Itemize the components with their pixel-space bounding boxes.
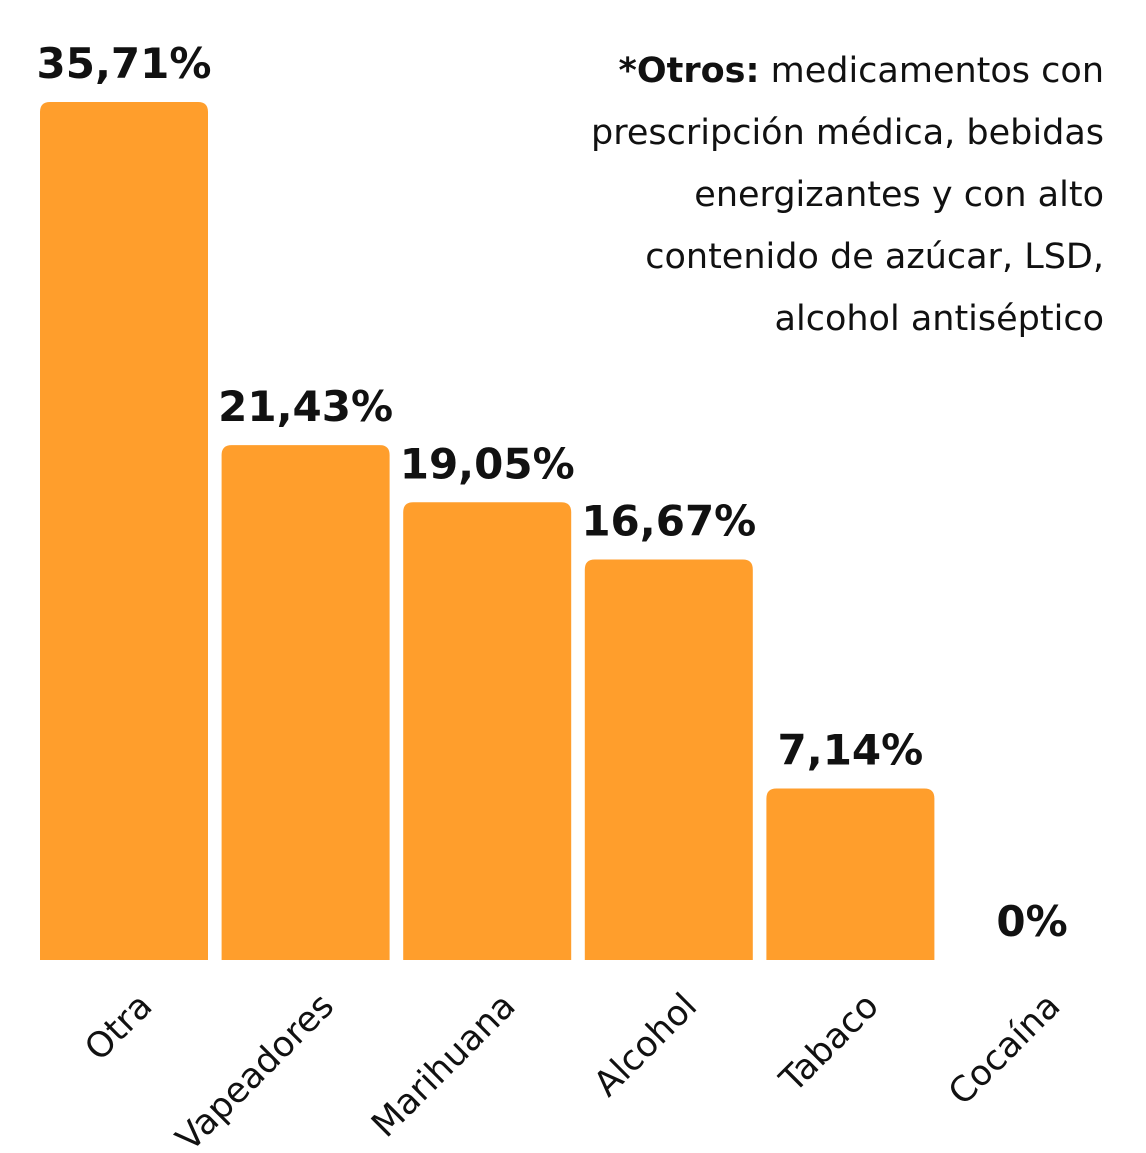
value-label-alcohol: 16,67% [581, 496, 756, 545]
footnote-otros: *Otros: medicamentos con prescripción mé… [544, 40, 1104, 350]
category-label-cocaina: Cocaína [941, 986, 1068, 1113]
category-label-otra: Otra [78, 986, 161, 1069]
footnote-text: medicamentos con prescripción médica, be… [591, 51, 1104, 339]
bar-marihuana [403, 502, 572, 960]
value-label-vapeadores: 21,43% [218, 382, 393, 431]
category-label-tabaco: Tabaco [772, 986, 887, 1101]
category-label-marihuana: Marihuana [364, 986, 523, 1145]
value-label-marihuana: 19,05% [400, 439, 575, 488]
bar-tabaco [766, 788, 935, 960]
category-label-alcohol: Alcohol [587, 986, 706, 1105]
bar-otra [40, 102, 208, 960]
value-label-tabaco: 7,14% [778, 725, 924, 774]
value-label-cocaina: 0% [996, 897, 1067, 946]
bar-alcohol [584, 559, 753, 960]
bar-vapeadores [221, 445, 390, 960]
footnote-label: *Otros: [618, 51, 760, 91]
category-label-vapeadores: Vapeadores [169, 986, 342, 1149]
value-label-otra: 35,71% [37, 39, 212, 88]
